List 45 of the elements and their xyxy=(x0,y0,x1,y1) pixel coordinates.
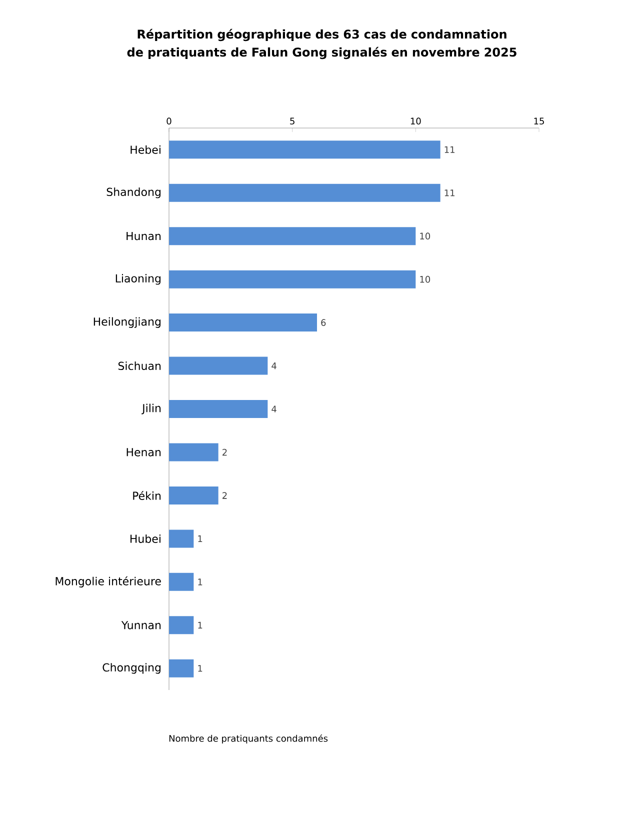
bar xyxy=(168,400,268,418)
y-tick-label: Chongqing xyxy=(102,663,160,674)
data-label: 1 xyxy=(198,622,202,628)
data-label: 2 xyxy=(222,492,227,499)
x-tick-label: 5 xyxy=(290,118,294,124)
bar xyxy=(168,314,317,332)
y-tick-label: Mongolie intérieure xyxy=(56,576,161,588)
x-tick-label: 15 xyxy=(534,118,544,124)
data-label: 10 xyxy=(420,276,430,283)
bar xyxy=(168,227,416,246)
data-label: 1 xyxy=(198,665,202,672)
data-label: 4 xyxy=(272,406,276,412)
bar xyxy=(168,572,194,591)
x-axis-title: Nombre de pratiquants condamnés xyxy=(169,734,328,744)
bar xyxy=(168,486,218,504)
chart-title: Répartition géographique des 63 cas de condamnation de pratiquants de Falun Gong signalés en novembre 2025 xyxy=(127,28,516,60)
y-tick-label: Liaoning xyxy=(116,274,160,285)
data-label: 10 xyxy=(420,232,430,240)
data-label: 11 xyxy=(444,190,454,196)
data-label: 11 xyxy=(444,146,454,153)
y-tick-label: Hubei xyxy=(130,534,160,543)
bar xyxy=(168,659,194,678)
y-tick-label: Pékin xyxy=(133,490,161,500)
data-label: 1 xyxy=(198,535,202,542)
data-label: 6 xyxy=(321,319,326,326)
x-tick-label: 0 xyxy=(166,118,172,124)
y-tick-label: Yunnan xyxy=(121,621,161,630)
bar xyxy=(168,140,440,159)
bar xyxy=(168,356,268,375)
x-tick-label: 10 xyxy=(410,118,421,124)
data-label: 1 xyxy=(198,578,202,586)
y-tick-label: Jilin xyxy=(142,404,161,414)
y-tick-label: Hunan xyxy=(126,232,161,240)
y-tick-label: Sichuan xyxy=(118,362,161,370)
data-label: 2 xyxy=(222,448,227,456)
y-tick-label: Shandong xyxy=(106,188,160,198)
bar xyxy=(168,443,218,462)
bar xyxy=(168,616,194,634)
bar xyxy=(168,530,194,548)
y-tick-label: Heilongjiang xyxy=(94,317,160,328)
y-tick-label: Henan xyxy=(126,448,161,456)
data-label: 4 xyxy=(272,362,276,370)
y-tick-label: Hebei xyxy=(130,145,160,154)
bar xyxy=(168,184,440,202)
bar xyxy=(168,270,416,288)
